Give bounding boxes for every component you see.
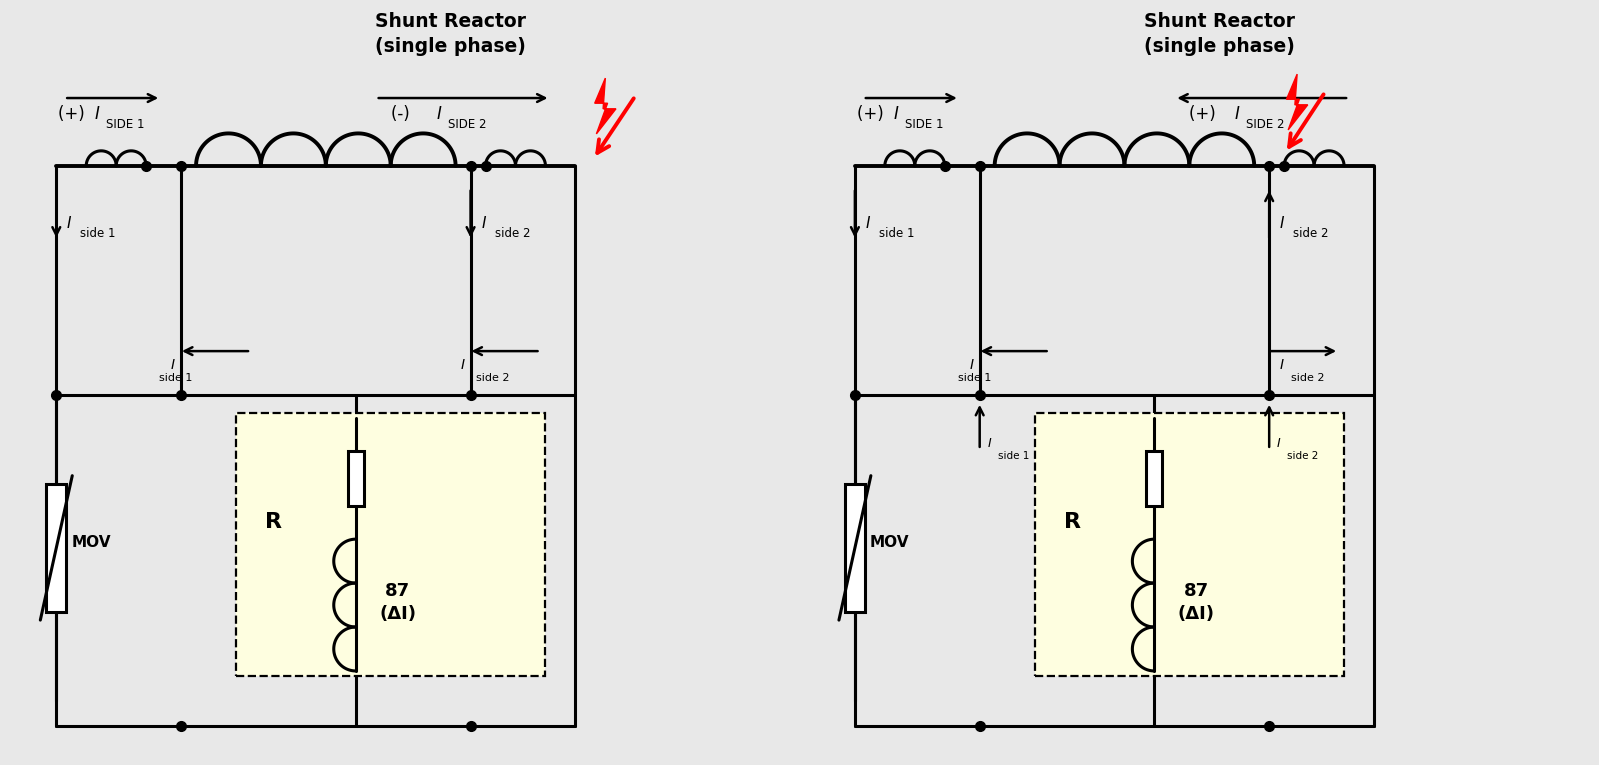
Text: side 2: side 2: [1290, 373, 1324, 383]
Bar: [1035, 413, 1345, 676]
Text: $I$: $I$: [94, 105, 101, 123]
Text: $I$: $I$: [435, 105, 441, 123]
Polygon shape: [1287, 74, 1308, 130]
Text: MOV: MOV: [870, 536, 910, 550]
Text: (-): (-): [390, 105, 414, 123]
Text: $I$: $I$: [461, 358, 465, 372]
Text: $I$: $I$: [892, 105, 899, 123]
Text: 87
(ΔI): 87 (ΔI): [1178, 582, 1215, 623]
Bar: [237, 413, 545, 676]
Text: Shunt Reactor
(single phase): Shunt Reactor (single phase): [1143, 12, 1295, 57]
Text: side 2: side 2: [494, 227, 529, 240]
Text: R: R: [1063, 513, 1081, 532]
Text: $I$: $I$: [1279, 215, 1286, 230]
Bar: [349, 451, 363, 506]
Text: $I$: $I$: [969, 358, 975, 372]
Text: $I$: $I$: [171, 358, 176, 372]
Text: $I$: $I$: [987, 438, 991, 451]
Text: side 1: side 1: [998, 451, 1030, 461]
Text: SIDE 1: SIDE 1: [106, 119, 144, 132]
Text: (+): (+): [1190, 105, 1222, 123]
Polygon shape: [595, 78, 616, 134]
Text: side 1: side 1: [958, 373, 991, 383]
Text: MOV: MOV: [72, 536, 110, 550]
Text: SIDE 2: SIDE 2: [448, 119, 486, 132]
Text: $I$: $I$: [481, 215, 486, 230]
Text: $I$: $I$: [66, 215, 72, 230]
Text: side 1: side 1: [879, 227, 915, 240]
Text: side 2: side 2: [1294, 227, 1329, 240]
Bar: [46, 483, 66, 612]
Text: SIDE 1: SIDE 1: [905, 119, 943, 132]
Bar: [1146, 451, 1162, 506]
Text: side 1: side 1: [80, 227, 115, 240]
Text: $I$: $I$: [865, 215, 871, 230]
Text: (+): (+): [58, 105, 90, 123]
Text: (+): (+): [857, 105, 889, 123]
Text: SIDE 2: SIDE 2: [1246, 119, 1284, 132]
Text: Shunt Reactor
(single phase): Shunt Reactor (single phase): [376, 12, 526, 57]
Text: side 2: side 2: [475, 373, 508, 383]
Text: 87
(ΔI): 87 (ΔI): [379, 582, 416, 623]
Text: $I$: $I$: [1276, 438, 1281, 451]
Text: $I$: $I$: [1279, 358, 1286, 372]
Text: side 2: side 2: [1287, 451, 1319, 461]
Text: side 1: side 1: [160, 373, 193, 383]
Bar: [844, 483, 865, 612]
Text: R: R: [265, 513, 283, 532]
Text: $I$: $I$: [1234, 105, 1241, 123]
